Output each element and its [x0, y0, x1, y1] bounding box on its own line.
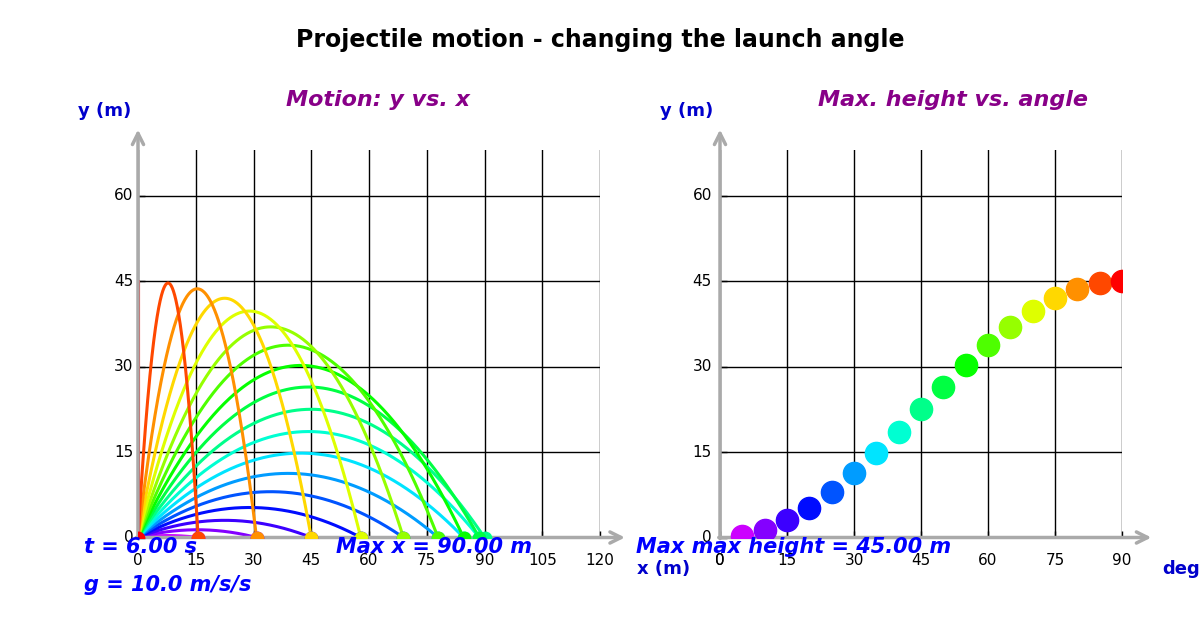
Text: 45: 45 — [692, 274, 712, 289]
Text: 30: 30 — [114, 359, 133, 374]
Text: 15: 15 — [778, 553, 797, 568]
Text: y (m): y (m) — [660, 102, 713, 120]
Text: 60: 60 — [978, 553, 997, 568]
Text: Max. height vs. angle: Max. height vs. angle — [818, 89, 1088, 109]
Text: Max max height = 45.00 m: Max max height = 45.00 m — [636, 537, 952, 557]
Text: 45: 45 — [911, 553, 931, 568]
Text: 30: 30 — [244, 553, 263, 568]
Text: 60: 60 — [359, 553, 379, 568]
Text: 0: 0 — [715, 553, 725, 568]
Text: 75: 75 — [418, 553, 437, 568]
Text: Projectile motion - changing the launch angle: Projectile motion - changing the launch … — [295, 28, 905, 52]
Text: 0: 0 — [702, 530, 712, 545]
Text: 0: 0 — [133, 553, 143, 568]
Text: 15: 15 — [186, 553, 205, 568]
Text: 75: 75 — [1045, 553, 1064, 568]
Text: 15: 15 — [114, 444, 133, 459]
Text: 45: 45 — [301, 553, 320, 568]
Text: 0: 0 — [124, 530, 133, 545]
Text: g = 10.0 m/s/s: g = 10.0 m/s/s — [84, 574, 251, 594]
Text: 90: 90 — [475, 553, 494, 568]
Text: 45: 45 — [114, 274, 133, 289]
Text: t = 6.00 s: t = 6.00 s — [84, 537, 197, 557]
Text: Max x = 90.00 m: Max x = 90.00 m — [336, 537, 532, 557]
Text: 30: 30 — [845, 553, 864, 568]
Text: 60: 60 — [114, 188, 133, 203]
Text: 105: 105 — [528, 553, 557, 568]
Text: 15: 15 — [692, 444, 712, 459]
Text: Motion: y vs. x: Motion: y vs. x — [287, 89, 470, 109]
Text: deg.: deg. — [1163, 559, 1200, 578]
Text: 0: 0 — [715, 553, 725, 568]
Text: 120: 120 — [586, 553, 614, 568]
Text: 30: 30 — [692, 359, 712, 374]
Text: y (m): y (m) — [78, 102, 131, 120]
Text: x (m): x (m) — [637, 559, 690, 578]
Text: 60: 60 — [692, 188, 712, 203]
Text: 90: 90 — [1112, 553, 1132, 568]
